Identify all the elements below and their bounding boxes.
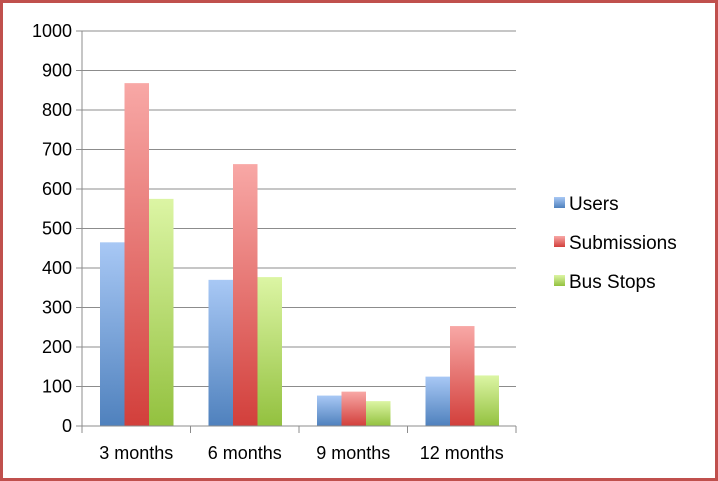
y-tick-label: 100 — [42, 377, 72, 397]
x-tick-label: 6 months — [208, 443, 282, 463]
bar-bus-stops-9-months — [366, 401, 391, 426]
x-axis-ticks: 3 months 6 months 9 months 12 months — [81, 426, 517, 463]
bar-bus-stops-3-months — [149, 198, 174, 426]
y-tick-label: 500 — [42, 219, 72, 239]
bar-submissions-3-months — [124, 83, 149, 426]
legend: Users Submissions Bus Stops — [554, 194, 677, 293]
y-tick-label: 700 — [42, 140, 72, 160]
bar-users-9-months — [317, 395, 342, 426]
y-axis-ticks: 0 100 200 300 400 500 600 700 800 900 1000 — [32, 21, 82, 436]
legend-label-submissions: Submissions — [569, 233, 677, 254]
y-tick-label: 600 — [42, 179, 72, 199]
x-tick-label: 9 months — [316, 443, 390, 463]
x-tick-label: 3 months — [99, 443, 173, 463]
bar-submissions-9-months — [341, 391, 366, 426]
y-tick-label: 200 — [42, 337, 72, 357]
legend-label-bus-stops: Bus Stops — [569, 272, 656, 293]
bar-bus-stops-6-months — [257, 277, 282, 426]
bar-submissions-12-months — [450, 326, 475, 426]
bar-users-12-months — [425, 376, 450, 426]
bars — [100, 83, 499, 427]
legend-label-users: Users — [569, 194, 619, 215]
bar-bus-stops-12-months — [474, 375, 499, 426]
bar-users-6-months — [208, 279, 233, 426]
y-tick-label: 400 — [42, 258, 72, 278]
bar-users-3-months — [100, 242, 125, 426]
y-tick-label: 300 — [42, 298, 72, 318]
legend-swatch-bus-stops — [554, 275, 565, 286]
bar-submissions-6-months — [233, 164, 258, 427]
y-tick-label: 800 — [42, 100, 72, 120]
legend-swatch-users — [554, 197, 565, 208]
legend-swatch-submissions — [554, 236, 565, 247]
y-tick-label: 0 — [62, 416, 72, 436]
y-tick-label: 1000 — [32, 21, 72, 41]
y-tick-label: 900 — [42, 61, 72, 81]
x-tick-label: 12 months — [420, 443, 504, 463]
